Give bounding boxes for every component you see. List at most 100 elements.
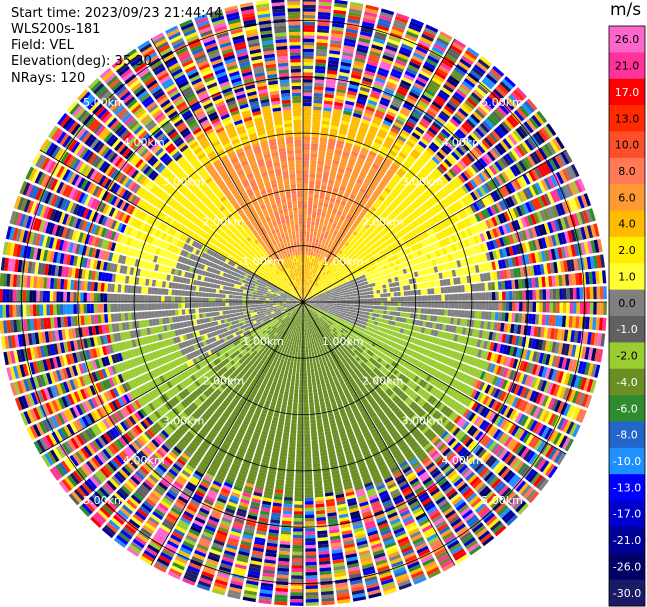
range-gate [427, 175, 435, 184]
range-gate [422, 166, 431, 175]
range-gate [352, 244, 358, 249]
range-gate [360, 282, 365, 286]
range-gate [346, 239, 352, 244]
range-gate [410, 18, 424, 27]
range-gate [339, 161, 347, 167]
range-gate [309, 283, 312, 287]
range-gate [508, 222, 515, 233]
range-gate [438, 240, 445, 248]
range-gate [318, 287, 322, 290]
range-gate [331, 271, 336, 275]
range-gate [379, 204, 386, 211]
range-gate [303, 82, 313, 86]
range-gate [576, 258, 582, 271]
range-gate [458, 199, 466, 208]
range-gate [340, 265, 345, 270]
range-gate [318, 286, 322, 290]
range-gate [305, 297, 308, 300]
range-gate [427, 302, 432, 308]
range-gate [381, 236, 388, 242]
range-gate [329, 240, 334, 245]
range-gate [456, 110, 467, 120]
range-gate [400, 79, 412, 88]
range-gate [316, 215, 321, 220]
range-gate [414, 243, 420, 251]
range-gate [438, 65, 450, 74]
range-gate [321, 285, 325, 288]
range-gate [315, 347, 319, 351]
range-gate [349, 5, 363, 11]
range-gate [324, 196, 330, 201]
range-gate [310, 293, 314, 296]
range-gate [317, 32, 329, 37]
range-gate [339, 295, 344, 298]
range-gate [325, 213, 331, 219]
range-gate [331, 118, 340, 124]
range-gate [312, 211, 317, 216]
range-gate [536, 211, 544, 223]
range-gate [309, 170, 316, 175]
range-gate [586, 256, 592, 270]
range-gate [327, 250, 332, 255]
range-gate [404, 296, 408, 301]
range-gate [314, 72, 325, 77]
range-gate [323, 252, 328, 257]
range-gate [539, 163, 549, 176]
range-gate [396, 206, 403, 213]
range-gate [392, 227, 398, 234]
range-gate [322, 286, 326, 289]
range-gate [416, 143, 425, 152]
range-gate [392, 316, 397, 321]
range-gate [315, 177, 322, 182]
range-gate [350, 205, 357, 211]
range-gate [321, 185, 327, 190]
range-gate [306, 289, 309, 293]
range-gate [338, 263, 343, 268]
range-gate [321, 292, 325, 295]
range-gate [303, 92, 312, 97]
range-gate [380, 302, 385, 306]
range-gate [364, 281, 369, 285]
range-gate [362, 196, 369, 203]
range-gate [444, 246, 451, 254]
range-gate [392, 65, 404, 73]
range-gate [313, 270, 317, 275]
range-gate [392, 189, 400, 196]
range-gate [325, 295, 330, 297]
range-gate [312, 113, 321, 118]
range-gate [413, 11, 427, 20]
range-gate [531, 277, 536, 288]
range-gate [531, 114, 542, 127]
range-gate [376, 252, 382, 258]
range-gate [316, 49, 328, 54]
range-gate [394, 141, 403, 149]
range-gate [381, 123, 391, 130]
range-gate [434, 302, 439, 308]
range-gate [499, 270, 505, 280]
range-gate [308, 279, 311, 283]
range-gate [324, 97, 334, 102]
range-gate [604, 350, 607, 364]
range-gate [519, 190, 528, 201]
range-gate [603, 237, 607, 252]
range-gate [441, 294, 445, 301]
range-gate [418, 120, 429, 129]
range-gate [397, 86, 409, 94]
range-gate [376, 198, 383, 205]
range-gate [428, 106, 439, 115]
range-gate [439, 62, 452, 72]
range-gate [367, 298, 371, 302]
range-gate [410, 202, 418, 210]
range-gate [374, 269, 379, 274]
range-gate [303, 241, 306, 245]
range-gate [308, 244, 312, 249]
range-gate [357, 283, 362, 287]
range-gate [306, 278, 308, 283]
range-gate [358, 231, 364, 237]
range-gate [332, 295, 337, 297]
range-gate [510, 194, 519, 206]
range-gate [350, 154, 358, 160]
range-gate [567, 199, 576, 212]
range-gate [495, 249, 501, 259]
range-gate [345, 289, 350, 293]
